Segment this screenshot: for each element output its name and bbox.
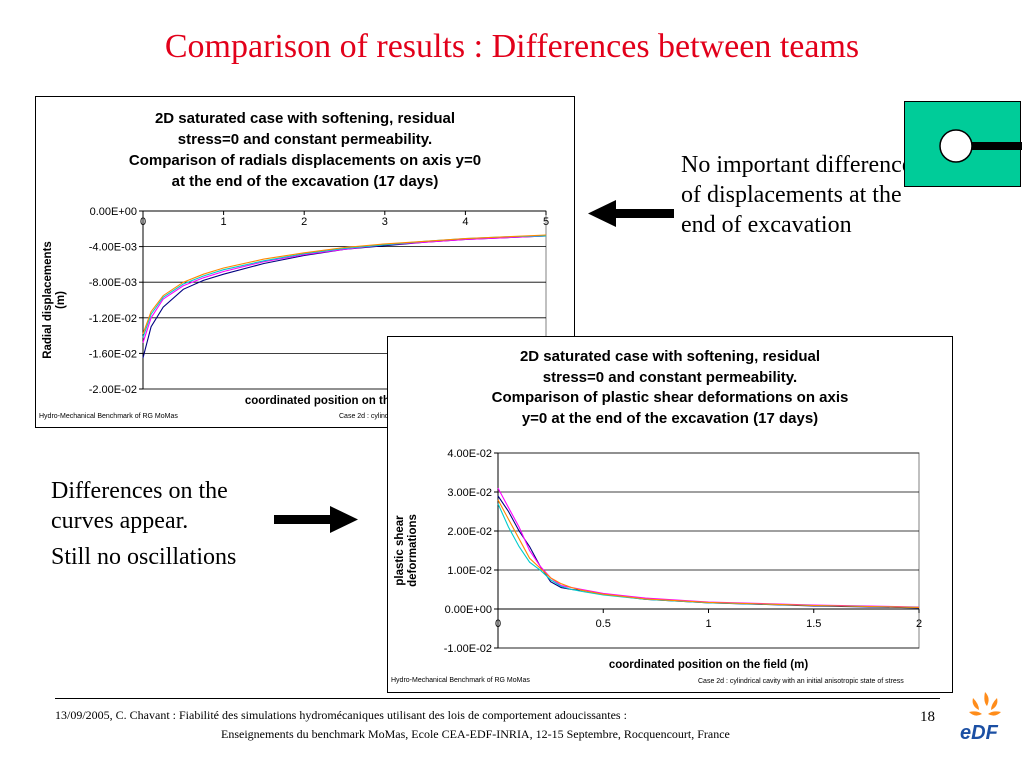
note2-line2: Still no oscillations (51, 544, 237, 570)
x-tick-label: 0 (495, 618, 501, 630)
y-tick-label: -2.00E-02 (89, 384, 137, 396)
chart1-title: 2D saturated case with softening, residu… (36, 108, 574, 192)
x-axis-label: coordinated position on the field (m) (609, 659, 808, 671)
y-tick-label: 2.00E-02 (447, 526, 492, 538)
chart1-footer-left: Hydro-Mechanical Benchmark of RG MoMas (39, 413, 178, 420)
cavity-diagram-icon (904, 101, 1022, 187)
chart2-title: 2D saturated case with softening, residu… (388, 347, 952, 429)
y-tick-label: 0.00E+00 (90, 206, 137, 218)
x-tick-label: 0.5 (596, 618, 611, 630)
footer-divider (55, 698, 940, 699)
chart1-title-line: Comparison of radials displacements on a… (128, 152, 482, 169)
x-tick-label: 5 (543, 216, 549, 228)
y-tick-label: -8.00E-03 (89, 277, 137, 289)
series-line (142, 235, 547, 343)
y-tick-label: -4.00E-03 (89, 242, 137, 254)
y-tick-label: 4.00E-02 (447, 448, 492, 460)
edf-logo-icon (969, 692, 1001, 716)
radial-displacement-plot: 0.00E+00 -4.00E-03 -8.00E-03 -1.20E-02 -1.60… (42, 206, 549, 407)
y-axis-label: plastic shear (394, 515, 406, 586)
footer-line-2: Enseignements du benchmark MoMas, Ecole … (221, 727, 730, 741)
x-tick-label: 1 (705, 618, 711, 630)
note2-line1: Differences on the curves appear. (51, 478, 228, 534)
edf-logo-text: eDF (960, 722, 998, 744)
y-tick-label: 1.00E-02 (447, 565, 492, 577)
chart1-title-line: 2D saturated case with softening, residu… (154, 110, 456, 127)
x-tick-label: 1.5 (806, 618, 821, 630)
x-tick-label: 2 (301, 216, 307, 228)
left-arrow-icon (588, 200, 674, 227)
x-tick-label: 1 (221, 216, 227, 228)
y-axis-label: deformations (407, 514, 419, 587)
page-number: 18 (920, 709, 935, 725)
y-tick-label: 0.00E+00 (445, 604, 492, 616)
y-axis-label: (m) (55, 291, 67, 309)
plastic-shear-chart: 4.00E-02 3.00E-02 2.00E-02 1.00E-02 0.00E+00… (387, 336, 953, 693)
series-line (497, 499, 920, 608)
chart2-title-line: y=0 at the end of the excavation (17 day… (521, 409, 819, 427)
x-tick-label: 0 (140, 216, 146, 228)
series-line (142, 234, 547, 334)
chart2-title-line: Comparison of plastic shear deformations… (491, 389, 849, 406)
radial-displacement-chart: 0.00E+00 -4.00E-03 -8.00E-03 -1.20E-02 -1.60… (35, 96, 575, 428)
x-tick-label: 3 (382, 216, 388, 228)
x-tick-label: 4 (462, 216, 468, 228)
chart2-title-line: stress=0 and constant permeability. (542, 368, 798, 386)
note-no-differences: No important differences of displacement… (681, 152, 922, 238)
chart2-title-line: 2D saturated case with softening, residu… (519, 348, 821, 365)
y-tick-label: -1.00E-02 (444, 643, 492, 655)
x-tick-label: 2 (916, 618, 922, 630)
y-tick-label: 3.00E-02 (447, 487, 492, 499)
chart2-footer-right: Case 2d : cylindrical cavity with an ini… (698, 678, 904, 685)
chart1-title-line: at the end of the excavation (17 days) (171, 173, 439, 190)
plastic-shear-plot: 4.00E-02 3.00E-02 2.00E-02 1.00E-02 0.00E+00… (394, 448, 922, 671)
right-arrow-icon (274, 506, 358, 533)
chart2-footer-left: Hydro-Mechanical Benchmark of RG MoMas (391, 677, 530, 684)
y-tick-label: -1.20E-02 (89, 313, 137, 325)
note-differences-appear: Differences on the curves appear. Still … (51, 476, 291, 572)
chart1-title-line: stress=0 and constant permeability. (177, 131, 433, 148)
y-axis-label: Radial displacements (42, 241, 54, 359)
footer-line-1: 13/09/2005, C. Chavant : Fiabilité des s… (55, 708, 627, 722)
y-tick-label: -1.60E-02 (89, 348, 137, 360)
slide-title: Comparison of results : Differences betw… (164, 28, 860, 65)
